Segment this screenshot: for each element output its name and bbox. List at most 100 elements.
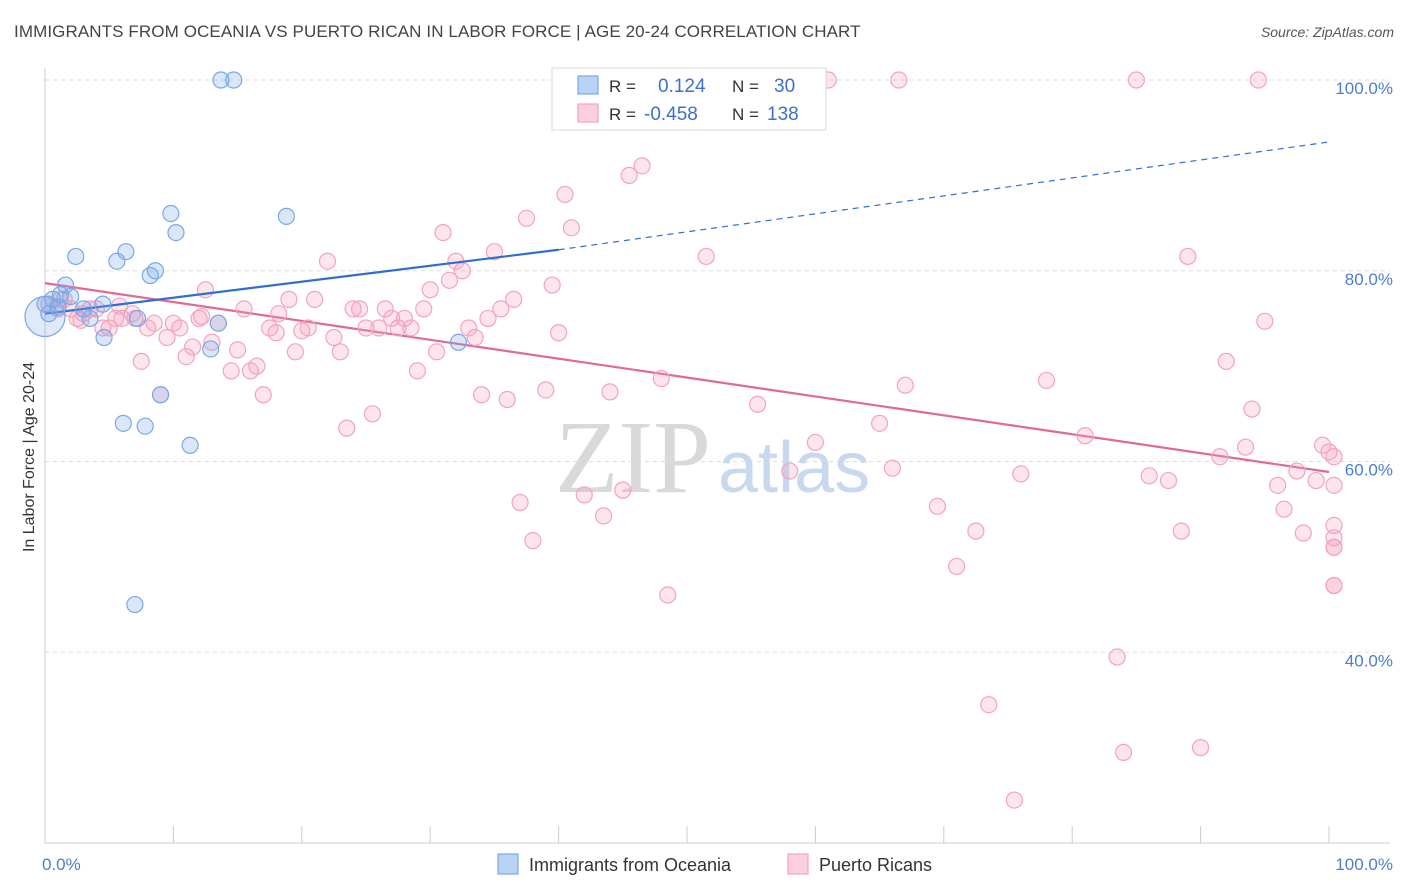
x-tick-min: 0.0% [42, 855, 81, 874]
puerto-ricans-point [460, 319, 478, 337]
puerto-ricans-point [306, 290, 324, 308]
oceania-point [117, 243, 135, 261]
puerto-ricans-point [870, 414, 889, 432]
puerto-ricans-point [1256, 312, 1274, 330]
puerto-ricans-point [967, 522, 985, 540]
chart-title: IMMIGRANTS FROM OCEANIA VS PUERTO RICAN … [14, 22, 861, 41]
oceania-point [74, 300, 93, 318]
puerto-ricans-point [1325, 538, 1343, 556]
puerto-ricans-point [123, 305, 141, 323]
puerto-ricans-point [1307, 471, 1325, 490]
oceania-point [49, 298, 67, 316]
bottom-legend-oceania-swatch [497, 853, 519, 875]
puerto-ricans-point [1127, 71, 1146, 89]
watermark-atlas: atlas [718, 428, 870, 508]
puerto-ricans-point [659, 586, 677, 604]
oceania-point [151, 386, 170, 404]
puerto-ricans-point [524, 532, 542, 550]
oceania-point [81, 309, 99, 328]
puerto-ricans-point [1313, 436, 1332, 454]
oceania-point [167, 224, 185, 242]
puerto-ricans-point [948, 557, 966, 576]
puerto-ricans-trend-line [44, 282, 1330, 474]
puerto-ricans-point [190, 309, 208, 328]
oceania-point [141, 266, 159, 285]
oceania-point [449, 333, 468, 351]
puerto-ricans-point [594, 507, 613, 525]
puerto-ricans-point [1211, 448, 1229, 466]
puerto-ricans-point [1012, 465, 1030, 483]
oceania-point [202, 340, 220, 358]
y-axis-label: In Labor Force | Age 20-24 [21, 362, 38, 552]
puerto-ricans-point [1236, 438, 1255, 456]
y-tick-label: 40.0% [1345, 651, 1393, 670]
puerto-ricans-point [1191, 739, 1210, 757]
puerto-ricans-point [511, 493, 529, 512]
puerto-ricans-point [549, 324, 568, 342]
puerto-ricans-point [100, 319, 118, 337]
puerto-ricans-point [1108, 648, 1126, 666]
source-label: Source: ZipAtlas.com [1260, 24, 1394, 40]
puerto-ricans-point [222, 362, 240, 380]
puerto-ricans-trendline [44, 282, 1330, 474]
puerto-ricans-point [928, 497, 946, 515]
puerto-ricans-point [1243, 400, 1261, 418]
puerto-ricans-point [1179, 247, 1197, 266]
puerto-ricans-point [357, 319, 375, 337]
oceania-point [181, 436, 199, 454]
oceania-point [136, 417, 154, 435]
oceania-point [277, 207, 295, 225]
bottom-legend-oceania-label: Immigrants from Oceania [529, 855, 732, 875]
oceania-point [67, 247, 85, 266]
puerto-ricans-point [1217, 352, 1235, 370]
puerto-ricans-point [370, 319, 388, 337]
oceania-point [128, 309, 147, 328]
legend-row2-n-value: 138 [767, 104, 799, 125]
y-tick-labels: 40.0% 60.0% 80.0% 100.0% [1335, 79, 1393, 670]
puerto-ricans-point [338, 419, 356, 437]
puerto-ricans-point [479, 309, 497, 328]
puerto-ricans-point [434, 224, 452, 242]
oceania-points [24, 71, 468, 614]
puerto-ricans-point [697, 247, 715, 266]
puerto-ricans-point [1037, 371, 1056, 390]
oceania-point [126, 595, 144, 614]
puerto-ricans-point [267, 324, 285, 342]
puerto-ricans-point [1269, 476, 1287, 494]
puerto-ricans-point [1325, 516, 1343, 535]
puerto-ricans-point [1172, 522, 1190, 540]
y-tick-label: 60.0% [1345, 461, 1393, 480]
puerto-ricans-point [171, 319, 189, 337]
puerto-ricans-point [286, 343, 304, 361]
legend-puerto-swatch [577, 103, 599, 123]
puerto-ricans-point [492, 300, 510, 318]
puerto-ricans-point [376, 300, 394, 318]
puerto-ricans-point [1325, 576, 1343, 595]
puerto-ricans-point [466, 328, 484, 347]
puerto-ricans-point [1294, 524, 1312, 542]
puerto-ricans-point [389, 319, 407, 337]
puerto-ricans-point [229, 341, 247, 359]
puerto-ricans-point [498, 390, 516, 409]
puerto-ricans-point [556, 185, 574, 204]
puerto-ricans-point [280, 290, 298, 308]
puerto-ricans-point [158, 328, 176, 347]
puerto-ricans-point [633, 157, 651, 175]
puerto-ricans-point [415, 300, 433, 318]
puerto-ricans-point [177, 347, 195, 366]
legend-row1-r-label: R = [609, 77, 636, 96]
puerto-ricans-point [270, 305, 288, 323]
puerto-ricans-point [331, 343, 349, 361]
bottom-legend-puerto-label: Puerto Ricans [819, 855, 932, 875]
oceania-point [225, 71, 243, 89]
puerto-ricans-point [132, 352, 150, 370]
puerto-ricans-point [781, 462, 799, 480]
puerto-ricans-point [254, 386, 272, 404]
oceania-point [114, 414, 132, 432]
oceania-point [62, 287, 80, 306]
watermark-zip: ZIP [555, 400, 711, 515]
puerto-ricans-point [184, 338, 202, 356]
puerto-ricans-point [1114, 743, 1133, 761]
bottom-legend: Immigrants from Oceania Puerto Ricans [497, 853, 932, 875]
